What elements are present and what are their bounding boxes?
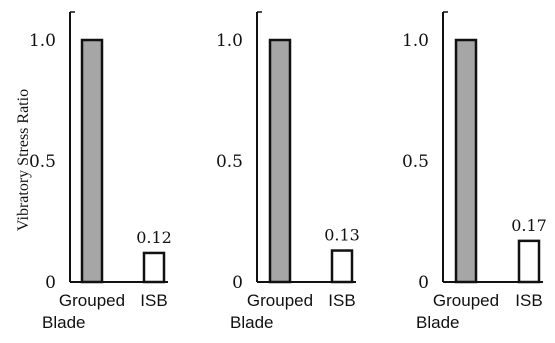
data-label: 0.13 bbox=[324, 226, 360, 245]
y-tick-label: 0 bbox=[418, 273, 429, 293]
category-label: Blade bbox=[230, 313, 273, 332]
bar-grouped-blade bbox=[80, 38, 104, 284]
y-tick-label: 0.5 bbox=[216, 152, 243, 172]
y-tick-label: 0 bbox=[232, 273, 243, 293]
chart-panel-3: 0 0.5 1.0 Grouped Blade 0.17 ISB bbox=[402, 11, 547, 332]
chart-panel-1: 0 0.5 1.0 Grouped Blade 0.12 ISB bbox=[29, 11, 172, 332]
category-label: ISB bbox=[140, 291, 167, 310]
y-tick-label: 1.0 bbox=[29, 31, 56, 51]
category-label: ISB bbox=[328, 291, 355, 310]
category-label: Grouped bbox=[59, 291, 125, 310]
bar-isb bbox=[330, 249, 354, 284]
bar-isb bbox=[517, 239, 541, 284]
category-label: Blade bbox=[42, 313, 85, 332]
y-tick-label: 1.0 bbox=[402, 31, 429, 51]
y-tick-label: 0.5 bbox=[402, 152, 429, 172]
category-label: ISB bbox=[515, 291, 542, 310]
data-label: 0.17 bbox=[511, 216, 547, 235]
category-label: Blade bbox=[416, 313, 459, 332]
y-tick-label: 0 bbox=[45, 273, 56, 293]
bar-isb bbox=[142, 251, 166, 284]
category-label: Grouped bbox=[247, 291, 313, 310]
bar-grouped-blade bbox=[454, 38, 478, 284]
chart-panel-2: 0 0.5 1.0 Grouped Blade 0.13 ISB bbox=[216, 11, 360, 332]
y-tick-label: 0.5 bbox=[29, 152, 56, 172]
y-tick-label: 1.0 bbox=[216, 31, 243, 51]
bar-grouped-blade bbox=[268, 38, 292, 284]
data-label: 0.12 bbox=[136, 228, 172, 247]
y-axis-label: Vibratory Stress Ratio bbox=[15, 89, 32, 231]
category-label: Grouped bbox=[433, 291, 499, 310]
